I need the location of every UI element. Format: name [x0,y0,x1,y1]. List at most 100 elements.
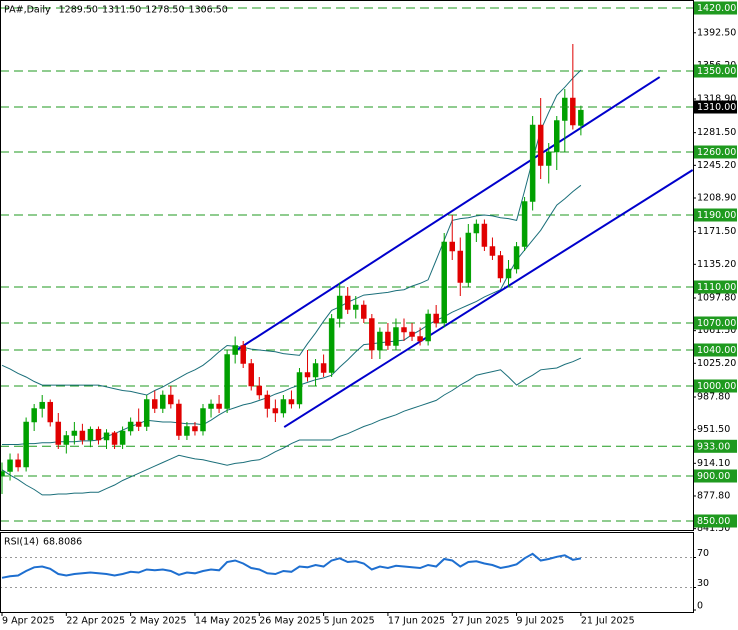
y-tick-label: 877.80 [697,490,730,501]
level-tag [694,514,737,528]
rsi-title: RSI(14) [4,537,39,548]
candle-body [240,345,246,364]
candle-body [304,372,311,378]
y-tick-label: 1135.20 [697,259,736,270]
candle-body [320,363,327,373]
y-tick-label: 30 [697,578,709,589]
candle-body [1,471,5,477]
x-tick-label: 2 May 2025 [131,616,187,627]
candle-body [192,426,198,432]
candle-body [336,295,343,319]
level-label: 1070.00 [697,318,736,329]
level-label: 1190.00 [697,210,736,221]
candle-body [353,304,359,310]
candle-body [545,151,552,166]
level-label: 1350.00 [697,66,736,77]
candle-body [554,120,560,153]
candle-body [184,426,190,436]
level-label: 1310.00 [697,102,736,113]
candle-body [489,246,496,256]
y-tick-label: 1281.50 [697,127,736,138]
candle-body [328,318,335,373]
x-tick-label: 14 May 2025 [195,616,257,627]
x-tick-label: 21 Jul 2025 [581,616,635,627]
candle-body [39,401,45,409]
candle-body [481,223,488,247]
candle-body [505,268,512,279]
x-tick-label: 22 Apr 2025 [66,616,125,627]
x-tick-label: 27 Jun 2025 [452,616,509,627]
level-tag [694,1,737,15]
candle-body [441,241,447,324]
candle-body [79,430,86,441]
y-tick-label: 951.50 [697,424,730,435]
candle-body [160,394,166,409]
x-tick-label: 9 Jul 2025 [517,616,565,627]
candle-body [570,97,576,126]
candle-body [409,331,415,337]
candle-body [385,331,391,346]
level-tag [694,469,737,483]
band-lower [1,357,582,496]
candle-body [7,459,13,472]
y-tick-label: 0 [697,601,703,612]
ohlc-value: 1311.50 [102,5,141,16]
level-label: 1040.00 [697,345,736,356]
level-label: 1000.00 [697,381,736,392]
candle-body [200,408,206,432]
ohlc-value: 1289.50 [59,5,98,16]
candle-body [537,124,544,166]
candle-body [377,331,383,351]
y-tick-label: 1208.90 [697,192,736,203]
level-tag [694,280,737,294]
rsi-line [1,552,582,579]
candle-body [103,432,110,441]
level-tag [694,343,737,357]
candle-body [433,313,439,324]
level-label: 850.00 [697,516,730,527]
ohlc-value: 1278.50 [145,5,184,16]
rsi-plot [1,552,693,588]
candle-body [312,363,319,378]
channel-line [283,169,693,428]
candle-body [23,421,29,468]
candle-body [208,403,214,409]
candle-body [521,201,528,247]
candle-body [473,223,480,234]
candle-body [127,421,134,432]
y-tick-label: 1318.90 [697,93,736,104]
y-tick-label: 1061.50 [697,325,736,336]
candle-body [248,363,254,387]
main-plot [1,7,693,522]
chart-title: PA#,Daily [4,5,51,16]
y-tick-label: 1245.20 [697,160,736,171]
level-tag [694,145,737,159]
candle-body [369,318,375,351]
y-tick-label: 841.50 [697,523,730,534]
candle-body [216,403,222,409]
y-tick-label: 1392.50 [697,27,736,38]
x-tick-label: 5 Jun 2025 [324,616,375,627]
main-pane [0,0,694,531]
channel-line [236,76,661,351]
rsi-pane [0,532,694,613]
candle-body [578,109,584,126]
candle-body [71,430,78,436]
candle-body [143,399,150,427]
candle-body [272,408,279,414]
y-tick-label: 914.10 [697,458,730,469]
level-tag [694,316,737,330]
candle-body [95,428,102,441]
y-tick-label: 1097.80 [697,292,736,303]
candle-body [135,421,142,427]
candle-body [111,432,118,445]
candle-body [417,336,423,342]
rsi-value: 68.8086 [43,537,82,548]
level-label: 1420.00 [697,3,736,14]
candle-body [63,435,70,445]
candle-body [361,304,367,319]
y-tick-label: 1025.20 [697,358,736,369]
level-tag [694,64,737,78]
